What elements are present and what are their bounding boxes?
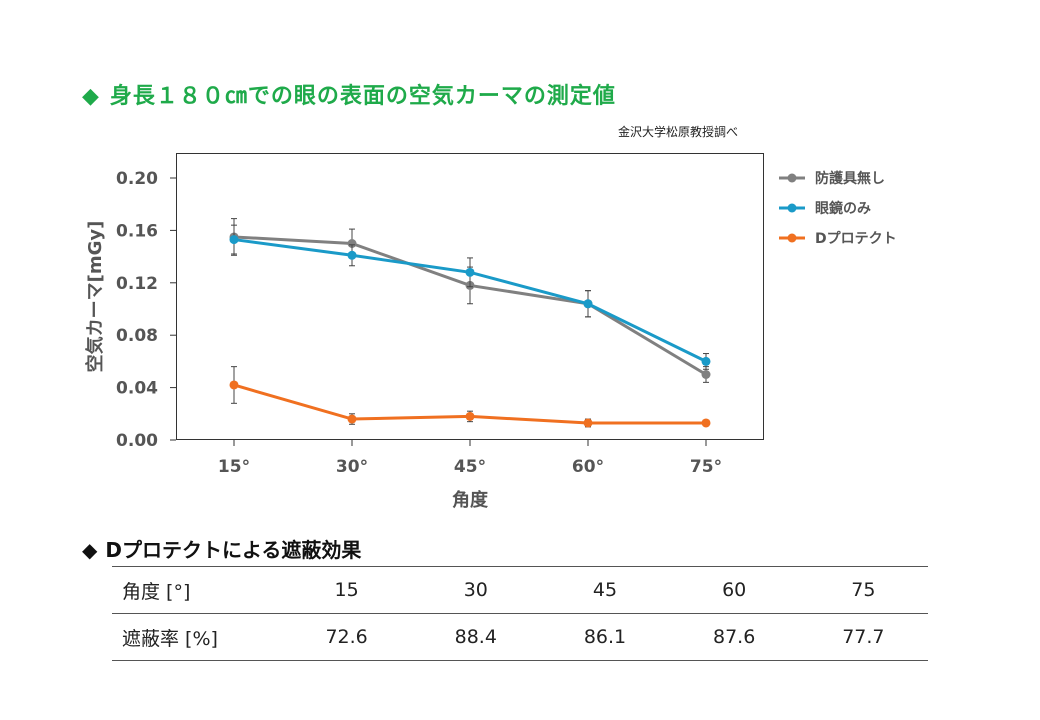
x-tick-label: 15° [218,457,250,477]
legend-swatch-marker [787,203,797,213]
data-point [465,411,475,421]
y-tick-label: 0.08 [116,326,158,346]
legend-label: Dプロテクト [815,231,897,247]
table-cell: 15 [282,566,412,614]
line-chart: 0.00 0.04 0.08 0.12 0.16 0.20 15° 30° 45° 60° 75° 角… [84,169,897,511]
data-point [701,356,711,366]
data-point [583,299,593,309]
table-cell: 86.1 [540,613,670,661]
table-cell: 87.6 [669,613,799,661]
table-cell: 30 [411,566,541,614]
x-tick-label: 60° [572,457,604,477]
row-label-angle: 角度 [°] [112,566,282,614]
legend-swatch-marker [787,173,797,183]
data-point [347,414,357,424]
data-point [465,267,475,277]
legend-swatch-marker [787,233,797,243]
diamond-icon: ◆ [82,538,98,562]
data-point [583,418,593,428]
section-heading: ◆ Dプロテクトによる遮蔽効果 [82,534,361,563]
table-cell: 72.6 [282,613,412,661]
page-title-text: 身長１８０㎝での眼の表面の空気カーマの測定値 [109,84,616,109]
table-row-rate: 遮蔽率 [%] 72.6 88.4 86.1 87.6 77.7 [112,613,928,661]
data-point [701,418,711,428]
table-cell: 88.4 [411,613,541,661]
table-cell: 60 [669,566,799,614]
page-title: ◆ 身長１８０㎝での眼の表面の空気カーマの測定値 [82,78,616,110]
data-point [229,380,239,390]
legend-label: 眼鏡のみ [815,200,871,217]
source-note: 金沢大学松原教授調べ [618,125,739,139]
y-tick-label: 0.16 [116,221,158,241]
section-heading-text: Dプロテクトによる遮蔽効果 [105,538,362,562]
data-point [347,239,357,248]
diamond-icon: ◆ [82,84,100,109]
data-point [701,370,711,379]
x-tick-label: 30° [336,457,368,477]
x-tick-label: 45° [454,457,486,477]
y-tick-label: 0.04 [116,379,158,399]
plot-area [176,153,764,440]
y-tick-label: 0.20 [116,169,158,189]
x-tick-label: 75° [690,457,722,477]
table-cell: 45 [540,566,670,614]
data-point [229,235,239,245]
y-tick-label: 0.12 [116,274,158,294]
legend-label: 防護具無し [815,170,885,187]
shield-table: 角度 [°] 15 30 45 60 75 遮蔽率 [%] 72.6 88.4 … [112,566,928,661]
table-cell: 75 [798,566,928,614]
data-point [347,250,357,260]
table-cell: 77.7 [798,613,928,661]
x-axis-label: 角度 [452,489,489,511]
table-row-angle: 角度 [°] 15 30 45 60 75 [112,566,928,614]
row-label-rate: 遮蔽率 [%] [112,613,282,661]
y-axis-label: 空気カーマ[mGy] [84,221,106,373]
y-tick-label: 0.00 [116,431,158,451]
